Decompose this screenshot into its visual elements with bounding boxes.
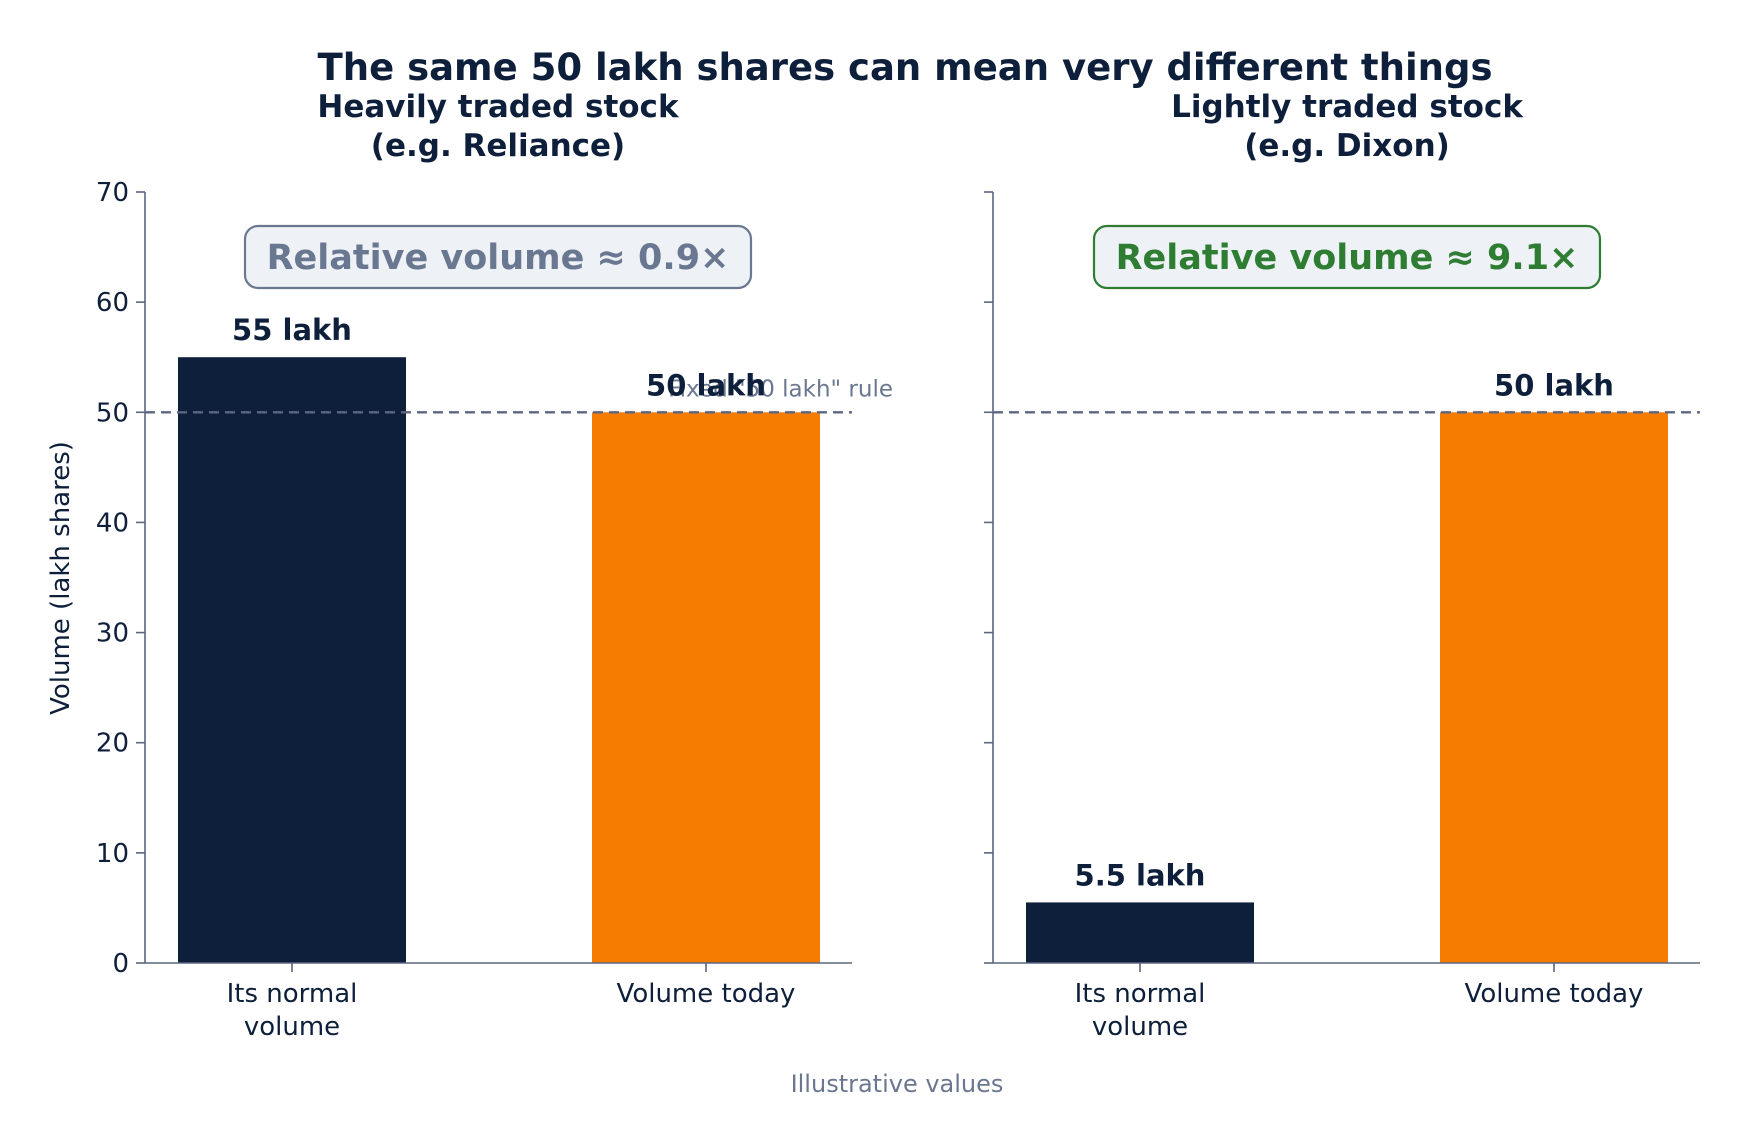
x-tick-label: Volume today [617,979,796,1009]
x-tick-label: volume [1092,1012,1188,1042]
y-tick-label: 10 [96,839,129,869]
y-tick-label: 30 [96,619,129,649]
bar-normal-volume [1026,902,1254,963]
bar-value-label: 55 lakh [232,313,352,347]
bar-value-label: 5.5 lakh [1075,858,1206,892]
panel-title-line: Heavily traded stock [317,89,680,125]
bar-value-label: 50 lakh [1494,368,1614,402]
panel-title-line: (e.g. Reliance) [371,128,625,164]
y-tick-label: 40 [96,508,129,538]
bar-volume-today [592,412,820,963]
x-tick-label: Its normal [227,979,358,1009]
y-tick-label: 20 [96,729,129,759]
y-tick-label: 70 [96,178,129,208]
bar-volume-today [1440,412,1668,963]
bar-normal-volume [178,357,406,963]
y-tick-label: 0 [112,949,129,979]
y-axis-label: Volume (lakh shares) [46,441,76,715]
y-tick-label: 60 [96,288,129,318]
relative-volume-box [1092,224,1602,290]
panel-title-line: (e.g. Dixon) [1244,128,1450,164]
x-tick-label: volume [244,1012,340,1042]
relative-volume-text: Relative volume ≈ 0.9× [267,238,730,278]
x-tick-label: Its normal [1075,979,1206,1009]
figure-title: The same 50 lakh shares can mean very di… [318,46,1493,89]
footnote: Illustrative values [791,1070,1004,1098]
relative-volume-box [243,224,753,290]
panel-title-line: Lightly traded stock [1171,89,1524,125]
y-tick-label: 50 [96,398,129,428]
reference-line-label: Fixed "50 lakh" rule [668,376,893,402]
x-tick-label: Volume today [1465,979,1644,1009]
relative-volume-text: Relative volume ≈ 9.1× [1116,238,1579,278]
bar-value-label: 50 lakh [646,368,766,402]
